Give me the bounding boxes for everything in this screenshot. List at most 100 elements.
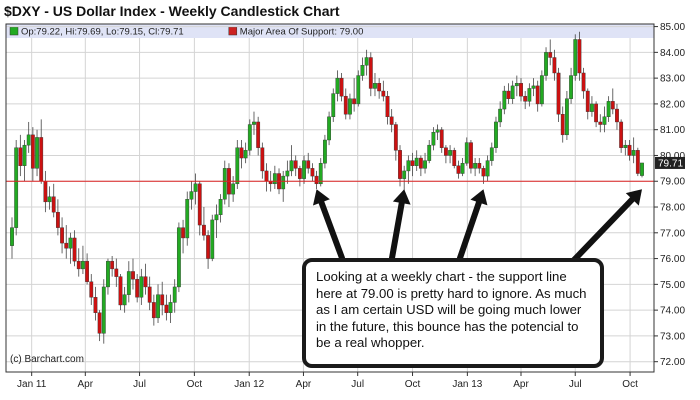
candle-body (135, 279, 140, 298)
candle (594, 101, 599, 128)
candle (619, 119, 624, 153)
candle (68, 232, 73, 264)
candle-body (51, 196, 56, 213)
candle-body (264, 170, 269, 182)
candle-body (623, 144, 628, 148)
candle (181, 219, 185, 254)
candle (272, 165, 277, 189)
candle (210, 214, 215, 262)
annotation-arrow (312, 189, 345, 261)
candle (569, 67, 573, 104)
candle (598, 114, 603, 133)
candle (548, 39, 553, 66)
candle (131, 258, 135, 290)
candle-body (285, 170, 290, 177)
candle-body (181, 227, 185, 239)
candle-body (377, 83, 382, 92)
candle-body (147, 286, 152, 303)
candle (631, 137, 636, 164)
candle (406, 155, 411, 184)
legend-band: Op:79.22, Hi:79.69, Lo:79.15, Cl:79.71 Ma… (6, 24, 654, 38)
candle-body (256, 121, 261, 148)
candle (590, 96, 594, 117)
candle-body (640, 162, 644, 176)
copyright-text: (c) Barchart.com (10, 354, 84, 365)
candle-body (339, 77, 344, 97)
candle (544, 47, 548, 81)
candle (139, 268, 144, 305)
legend-background (6, 24, 654, 38)
candle (552, 49, 557, 81)
x-tick-label: Jul (569, 379, 582, 390)
candle-body (231, 183, 236, 195)
candle-body (202, 224, 206, 236)
candle-body (348, 98, 352, 115)
annotation-arrow (457, 189, 488, 261)
candle (60, 217, 64, 254)
candle-body (406, 160, 411, 172)
candle (243, 142, 248, 164)
candle-body (68, 237, 73, 249)
y-tick-label: 72.00 (660, 357, 685, 368)
candle (160, 281, 165, 316)
candle (51, 183, 56, 218)
candle-body (185, 199, 190, 239)
candle-body (552, 57, 557, 74)
candle (494, 116, 498, 153)
legend-label: Op:79.22, Hi:79.69, Lo:79.15, Cl:79.71 (21, 27, 184, 38)
candle (364, 49, 369, 76)
candle-body (477, 162, 482, 169)
candle (456, 160, 461, 179)
candle (72, 230, 77, 267)
candle (473, 158, 478, 177)
x-tick-label: Jul (133, 379, 146, 390)
candle-body (26, 134, 31, 146)
candle (164, 294, 169, 321)
candle (452, 147, 457, 169)
candle-body (444, 147, 448, 156)
candle (30, 127, 35, 182)
candle (402, 165, 407, 192)
candle (306, 152, 311, 174)
candle-body (398, 150, 402, 179)
candle (373, 72, 377, 97)
candle (222, 160, 227, 205)
arrow-shaft (318, 199, 345, 261)
candle-body (297, 168, 302, 179)
candle (640, 162, 644, 178)
candle-body (14, 147, 19, 228)
candle (615, 103, 619, 130)
candle-body (139, 276, 144, 298)
candle (185, 191, 190, 246)
candle-body (160, 294, 165, 306)
candle (122, 286, 127, 313)
y-tick-label: 84.00 (660, 48, 685, 59)
candle-body (85, 260, 89, 282)
candle-body (494, 121, 498, 148)
candle (189, 181, 194, 210)
candle (14, 140, 19, 236)
candle-body (615, 108, 619, 123)
candle (489, 142, 494, 166)
candle-body (452, 150, 457, 166)
candle (18, 134, 23, 177)
candle-body (335, 77, 340, 94)
candle-body (381, 90, 386, 97)
candle (293, 155, 298, 177)
candle (39, 119, 44, 184)
candle (623, 140, 628, 156)
candle (202, 207, 206, 241)
candle (310, 163, 315, 182)
candle (239, 140, 244, 169)
y-tick-label: 77.00 (660, 228, 685, 239)
y-tick-label: 81.00 (660, 125, 685, 136)
last-value-label: 79.71 (658, 158, 683, 169)
candle-body (498, 108, 503, 123)
x-tick-label: Apr (78, 379, 94, 390)
candle (627, 140, 632, 161)
candle (231, 176, 236, 202)
candle-body (627, 144, 632, 156)
candle-body (414, 157, 419, 166)
candle-body (577, 39, 582, 74)
candle-body (247, 124, 252, 151)
